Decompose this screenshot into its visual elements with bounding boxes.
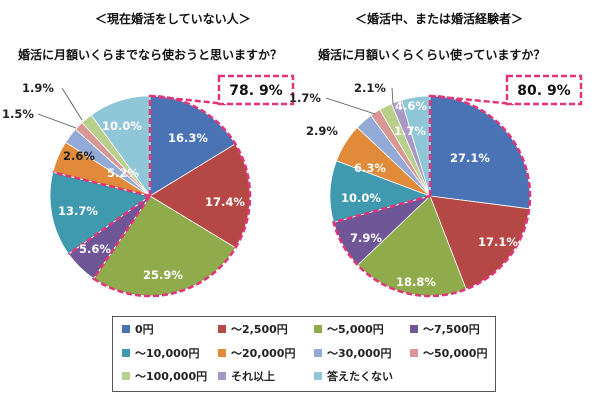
legend-swatch	[218, 349, 226, 357]
pie1-leader-line	[37, 113, 77, 129]
pie1-label-0: 16.3%	[168, 131, 208, 145]
legend-swatch	[122, 325, 130, 333]
left-chart-group-title: ＜現在婚活をしていない人＞	[95, 12, 251, 26]
pie1-label-1: 17.4%	[205, 195, 245, 209]
legend-swatch	[410, 325, 418, 333]
pie2-highlight-connector	[429, 94, 515, 106]
legend-item-1: ～2,500円	[218, 320, 288, 338]
legend: 0円 ～2,500円 ～5,000円 ～7,500円 ～10,000円 ～20,000円 ～…	[112, 316, 496, 392]
legend-item-8: ～100,000円	[122, 367, 207, 385]
legend-label: ～7,500円	[423, 323, 480, 336]
pie2-label-8: 2.1%	[354, 81, 386, 95]
pie1-label-4: 13.7%	[58, 204, 98, 218]
pie2-label-1: 17.1%	[478, 235, 518, 249]
legend-label: ～2,500円	[231, 323, 288, 336]
legend-label: ～10,000円	[135, 347, 200, 360]
legend-label: ～20,000円	[231, 347, 296, 360]
pie1-highlight-connector	[149, 94, 227, 106]
legend-item-10: 答えたくない	[314, 367, 393, 385]
pie2-label-0: 27.1%	[450, 151, 490, 165]
pie1-highlight-edge	[67, 194, 151, 256]
pie1-label-2: 25.9%	[143, 268, 183, 282]
pie1-highlight-edge	[52, 171, 151, 198]
pie2-label-5: 6.3%	[354, 161, 386, 175]
pie2-leader-line	[325, 97, 376, 115]
pie1-label-10: 10.0%	[102, 119, 142, 133]
legend-item-6: ～30,000円	[314, 344, 391, 362]
legend-swatch	[410, 349, 418, 357]
pie1-highlight-total: 78. 9%	[229, 83, 282, 99]
legend-label: ～30,000円	[327, 347, 392, 360]
pie2-label-3: 7.9%	[350, 231, 382, 245]
legend-swatch	[314, 325, 322, 333]
pie2-label-4: 10.0%	[341, 191, 381, 205]
legend-swatch	[314, 349, 322, 357]
legend-item-3: ～7,500円	[410, 320, 480, 338]
pie1-label-5: 5.2%	[107, 166, 139, 180]
pie1-highlight-box	[217, 74, 295, 106]
legend-swatch	[122, 349, 130, 357]
legend-label: 答えたくない	[327, 370, 393, 383]
pie2-leader-line	[391, 87, 394, 105]
pie1-slice-4	[49, 171, 151, 255]
legend-label: それ以上	[231, 370, 275, 383]
right-chart-question: 婚活に月額いくらくらい使っていますか？	[318, 48, 546, 62]
pie1-leader-line	[61, 87, 83, 121]
legend-swatch	[122, 372, 130, 380]
pie2-highlight-total: 80. 9%	[517, 83, 570, 99]
legend-label: 0円	[135, 323, 154, 336]
pie1-slice-0	[149, 95, 236, 197]
pie2-label-10: 4.6%	[395, 99, 427, 113]
pie1-label-7: 1.5%	[2, 107, 34, 121]
legend-item-5: ～20,000円	[218, 344, 295, 362]
pie1-label-6: 2.6%	[63, 149, 95, 163]
pie-charts: 78. 9% 16.3% 17.4% 25.9% 5.6% 13.7% 5.2% 2.6% 1.…	[2, 74, 583, 298]
legend-label: ～50,000円	[423, 347, 488, 360]
pie2-label-7: 1.7%	[289, 91, 321, 105]
right-chart-group-title: ＜婚活中、または婚活経験者＞	[355, 12, 524, 26]
pie2-label-9: 1.7%	[394, 124, 426, 138]
pie2-label-2: 18.8%	[396, 275, 436, 289]
legend-item-4: ～10,000円	[122, 344, 199, 362]
legend-item-0: 0円	[122, 320, 154, 338]
pie1-label-3: 5.6%	[79, 242, 111, 256]
pie1-label-8: 1.9%	[22, 81, 54, 95]
legend-swatch	[218, 325, 226, 333]
legend-item-2: ～5,000円	[314, 320, 384, 338]
legend-swatch	[314, 372, 322, 380]
legend-label: ～100,000円	[135, 370, 208, 383]
legend-item-9: それ以上	[218, 367, 275, 385]
legend-label: ～5,000円	[327, 323, 384, 336]
pie2-label-6: 2.9%	[306, 124, 338, 138]
legend-swatch	[218, 372, 226, 380]
left-chart-question: 婚活に月額いくらまでなら使おうと思いますか？	[18, 48, 283, 62]
legend-item-7: ～50,000円	[410, 344, 487, 362]
pie2-highlight-box	[505, 74, 583, 106]
pie2-highlight-outline	[331, 94, 532, 298]
